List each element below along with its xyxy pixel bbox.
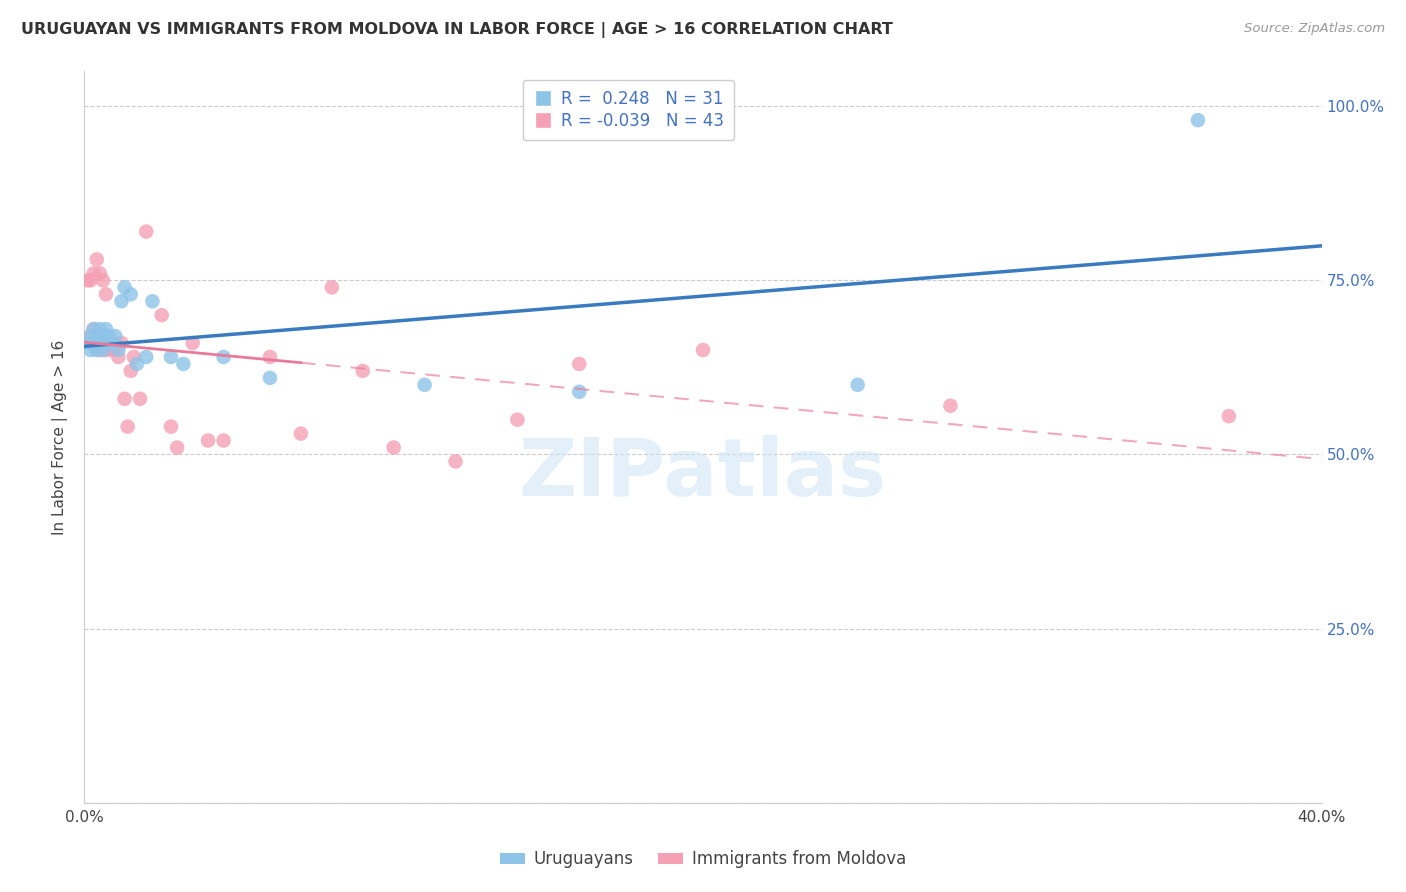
- Point: [114, 392, 136, 406]
- Point: [86, 252, 108, 267]
- Point: [172, 357, 194, 371]
- Point: [76, 336, 98, 351]
- Point: [122, 350, 145, 364]
- Point: [135, 225, 157, 239]
- Point: [83, 266, 105, 280]
- Point: [141, 294, 163, 309]
- Point: [98, 336, 121, 351]
- Point: [79, 329, 101, 343]
- Point: [259, 350, 281, 364]
- Point: [352, 364, 374, 378]
- Point: [939, 399, 962, 413]
- Point: [197, 434, 219, 448]
- Point: [506, 412, 529, 426]
- Point: [117, 419, 139, 434]
- Point: [166, 441, 188, 455]
- Point: [83, 336, 105, 351]
- Point: [104, 329, 127, 343]
- Point: [89, 266, 111, 280]
- Point: [125, 357, 148, 371]
- Point: [321, 280, 343, 294]
- Point: [104, 336, 127, 351]
- Point: [212, 434, 235, 448]
- Point: [120, 287, 142, 301]
- Point: [413, 377, 436, 392]
- Point: [89, 343, 111, 357]
- Point: [259, 371, 281, 385]
- Point: [129, 392, 152, 406]
- Point: [91, 273, 114, 287]
- Point: [101, 336, 124, 351]
- Point: [568, 357, 591, 371]
- Point: [98, 336, 121, 351]
- Point: [150, 308, 173, 322]
- Point: [94, 343, 117, 357]
- Point: [110, 336, 132, 351]
- Point: [89, 322, 111, 336]
- Point: [79, 273, 101, 287]
- Point: [120, 364, 142, 378]
- Text: ZIPatlas: ZIPatlas: [519, 434, 887, 513]
- Point: [181, 336, 204, 351]
- Point: [1218, 409, 1240, 424]
- Point: [160, 419, 183, 434]
- Point: [382, 441, 405, 455]
- Point: [94, 287, 117, 301]
- Point: [76, 273, 98, 287]
- Point: [107, 343, 129, 357]
- Point: [76, 336, 98, 351]
- Text: URUGUAYAN VS IMMIGRANTS FROM MOLDOVA IN LABOR FORCE | AGE > 16 CORRELATION CHART: URUGUAYAN VS IMMIGRANTS FROM MOLDOVA IN …: [21, 22, 893, 38]
- Point: [79, 329, 101, 343]
- Point: [107, 350, 129, 364]
- Point: [135, 350, 157, 364]
- Point: [83, 322, 105, 336]
- Point: [101, 343, 124, 357]
- Point: [91, 343, 114, 357]
- Point: [98, 329, 121, 343]
- Point: [86, 343, 108, 357]
- Point: [94, 322, 117, 336]
- Point: [83, 322, 105, 336]
- Point: [846, 377, 869, 392]
- Point: [91, 336, 114, 351]
- Point: [692, 343, 714, 357]
- Legend: Uruguayans, Immigrants from Moldova: Uruguayans, Immigrants from Moldova: [494, 844, 912, 875]
- Point: [91, 329, 114, 343]
- Point: [444, 454, 467, 468]
- Point: [1187, 113, 1209, 128]
- Point: [110, 294, 132, 309]
- Point: [86, 336, 108, 351]
- Y-axis label: In Labor Force | Age > 16: In Labor Force | Age > 16: [52, 340, 69, 534]
- Point: [94, 336, 117, 351]
- Point: [160, 350, 183, 364]
- Point: [114, 280, 136, 294]
- Point: [89, 336, 111, 351]
- Point: [568, 384, 591, 399]
- Point: [79, 343, 101, 357]
- Text: Source: ZipAtlas.com: Source: ZipAtlas.com: [1244, 22, 1385, 36]
- Point: [86, 329, 108, 343]
- Point: [212, 350, 235, 364]
- Point: [290, 426, 312, 441]
